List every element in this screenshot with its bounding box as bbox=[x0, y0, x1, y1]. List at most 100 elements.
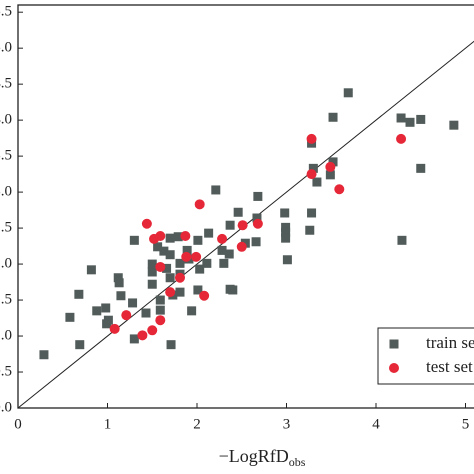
point bbox=[155, 261, 166, 272]
point bbox=[181, 251, 192, 262]
point bbox=[101, 303, 111, 313]
legend-label: test set bbox=[426, 357, 473, 376]
point bbox=[217, 233, 228, 244]
point bbox=[92, 306, 102, 316]
point bbox=[195, 264, 205, 274]
point bbox=[416, 163, 426, 173]
point bbox=[225, 220, 235, 230]
point bbox=[328, 112, 338, 122]
point bbox=[396, 113, 406, 123]
legend-label: train set bbox=[426, 333, 474, 352]
y-tick-label: 5.0 bbox=[0, 40, 12, 56]
x-tick-label: 1 bbox=[104, 416, 112, 432]
point bbox=[114, 278, 124, 288]
point bbox=[252, 213, 262, 223]
point bbox=[343, 88, 353, 98]
point bbox=[233, 207, 243, 217]
point bbox=[75, 340, 85, 350]
point bbox=[74, 289, 84, 299]
point bbox=[307, 208, 317, 218]
point bbox=[128, 298, 138, 308]
point bbox=[165, 250, 175, 260]
point bbox=[147, 259, 157, 269]
point bbox=[211, 185, 221, 195]
point bbox=[281, 222, 291, 232]
point bbox=[147, 279, 157, 289]
x-axis-label-main: −LogRfD bbox=[219, 446, 289, 466]
x-tick-label: 2 bbox=[193, 416, 201, 432]
point bbox=[204, 228, 214, 238]
point bbox=[182, 245, 192, 255]
point bbox=[165, 233, 175, 243]
point bbox=[191, 251, 202, 262]
y-tick-label: 2.5 bbox=[0, 220, 12, 236]
point bbox=[312, 177, 322, 187]
point bbox=[187, 306, 197, 316]
point bbox=[166, 340, 176, 350]
point bbox=[180, 231, 191, 242]
point bbox=[449, 120, 459, 130]
point bbox=[116, 291, 126, 301]
point bbox=[147, 267, 157, 277]
point bbox=[173, 232, 183, 242]
point bbox=[282, 255, 292, 265]
point bbox=[281, 233, 291, 243]
point bbox=[165, 273, 175, 283]
point bbox=[194, 199, 205, 210]
plot-frame bbox=[17, 4, 474, 409]
point bbox=[328, 157, 338, 167]
point bbox=[219, 258, 229, 268]
point bbox=[240, 238, 250, 248]
point bbox=[86, 265, 96, 275]
point bbox=[121, 310, 132, 321]
x-axis-label: −LogRfDobs bbox=[219, 446, 306, 469]
point bbox=[65, 312, 75, 322]
point bbox=[141, 218, 152, 229]
point bbox=[199, 290, 210, 301]
y-tick-label: 3.5 bbox=[0, 148, 12, 164]
y-tick-label: 0.0 bbox=[0, 399, 12, 415]
x-tick-label: 0 bbox=[14, 416, 22, 432]
y-tick-label: 1.5 bbox=[0, 291, 12, 307]
point bbox=[397, 235, 407, 245]
x-tick-label: 3 bbox=[283, 416, 291, 432]
y-tick-label: 4.0 bbox=[0, 112, 12, 128]
point bbox=[228, 285, 238, 295]
legend-box bbox=[377, 327, 474, 385]
point bbox=[129, 235, 139, 245]
y-tick-label: 0.5 bbox=[0, 363, 12, 379]
point bbox=[155, 305, 165, 315]
y-tick-label: 2.0 bbox=[0, 256, 12, 272]
point bbox=[251, 237, 261, 247]
point bbox=[252, 218, 263, 229]
x-axis-label-sub: obs bbox=[289, 455, 306, 469]
point bbox=[165, 287, 176, 298]
point bbox=[193, 285, 203, 295]
point bbox=[113, 273, 123, 283]
point bbox=[162, 263, 172, 273]
point bbox=[159, 246, 169, 256]
point bbox=[175, 258, 185, 268]
point bbox=[174, 272, 185, 283]
point bbox=[129, 334, 139, 344]
legend-marker bbox=[389, 339, 399, 349]
y-tick-label: 3.0 bbox=[0, 184, 12, 200]
point bbox=[306, 169, 317, 180]
x-tick-label: 4 bbox=[372, 416, 380, 432]
point bbox=[253, 191, 263, 201]
point bbox=[147, 325, 158, 336]
point bbox=[308, 163, 318, 173]
point bbox=[280, 208, 290, 218]
point bbox=[103, 315, 113, 325]
legend-marker bbox=[389, 363, 399, 373]
point bbox=[39, 350, 49, 360]
point bbox=[141, 308, 151, 318]
point bbox=[155, 231, 166, 242]
point bbox=[217, 245, 227, 255]
point bbox=[236, 241, 247, 252]
x-tick-label: 5 bbox=[462, 416, 470, 432]
y-tick-label: 4.5 bbox=[0, 76, 12, 92]
point bbox=[334, 184, 345, 195]
point bbox=[109, 323, 120, 334]
